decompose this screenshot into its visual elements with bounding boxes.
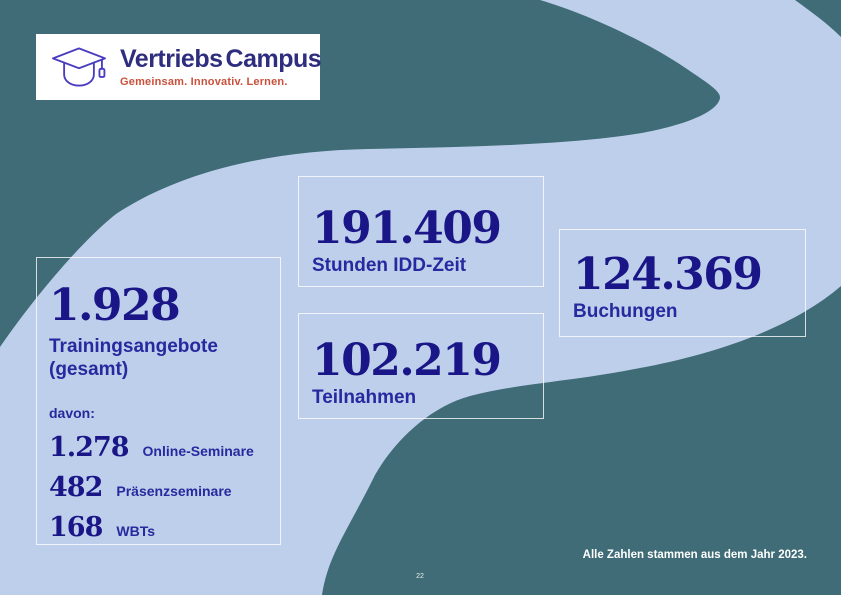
trainings-label-line1: Trainingsangebote: [49, 336, 218, 357]
stat-card-trainings: 1.928 Trainingsangebote (gesamt) davon: …: [36, 257, 281, 545]
bookings-value: 124.369: [573, 248, 763, 300]
stat-card-idd-hours: 191.409 Stunden IDD-Zeit: [298, 176, 544, 287]
breakdown-label: WBTs: [116, 523, 155, 540]
footnote: Alle Zahlen stammen aus dem Jahr 2023.: [582, 549, 807, 561]
breakdown-value: 168: [49, 512, 103, 544]
page-number: 22: [416, 573, 424, 580]
graduation-cap-icon: [52, 47, 106, 87]
logo: Vertriebs Campus Gemeinsam. Innovativ. Le…: [36, 34, 322, 100]
background-teal-top-right-corner: [795, 0, 841, 37]
background-teal-bottom-right: [322, 286, 841, 595]
brand-tagline: Gemeinsam. Innovativ. Lernen.: [120, 75, 288, 88]
breakdown-value: 482: [49, 472, 103, 504]
breakdown-value: 1.278: [49, 432, 130, 464]
stat-card-participations: 102.219 Teilnahmen: [298, 313, 544, 419]
breakdown-label: Präsenzseminare: [116, 483, 232, 500]
breakdown-row-wbts: 168 WBTs: [49, 514, 270, 541]
idd-hours-label: Stunden IDD-Zeit: [312, 254, 467, 276]
brand-name: Vertriebs Campus: [120, 44, 322, 73]
breakdown-row-praesenzseminare: 482 Präsenzseminare: [49, 474, 270, 501]
breakdown-label: Online-Seminare: [142, 443, 254, 460]
trainings-value: 1.928: [49, 280, 181, 331]
participations-label: Teilnahmen: [312, 386, 417, 408]
idd-hours-value: 191.409: [312, 202, 502, 254]
trainings-label-line2: (gesamt): [49, 359, 129, 381]
breakdown-row-online-seminare: 1.278 Online-Seminare: [49, 434, 270, 461]
stat-card-bookings: 124.369 Buchungen: [559, 229, 806, 337]
participations-value: 102.219: [312, 334, 502, 386]
breakdown-intro: davon:: [49, 405, 95, 422]
bookings-label: Buchungen: [573, 300, 678, 322]
